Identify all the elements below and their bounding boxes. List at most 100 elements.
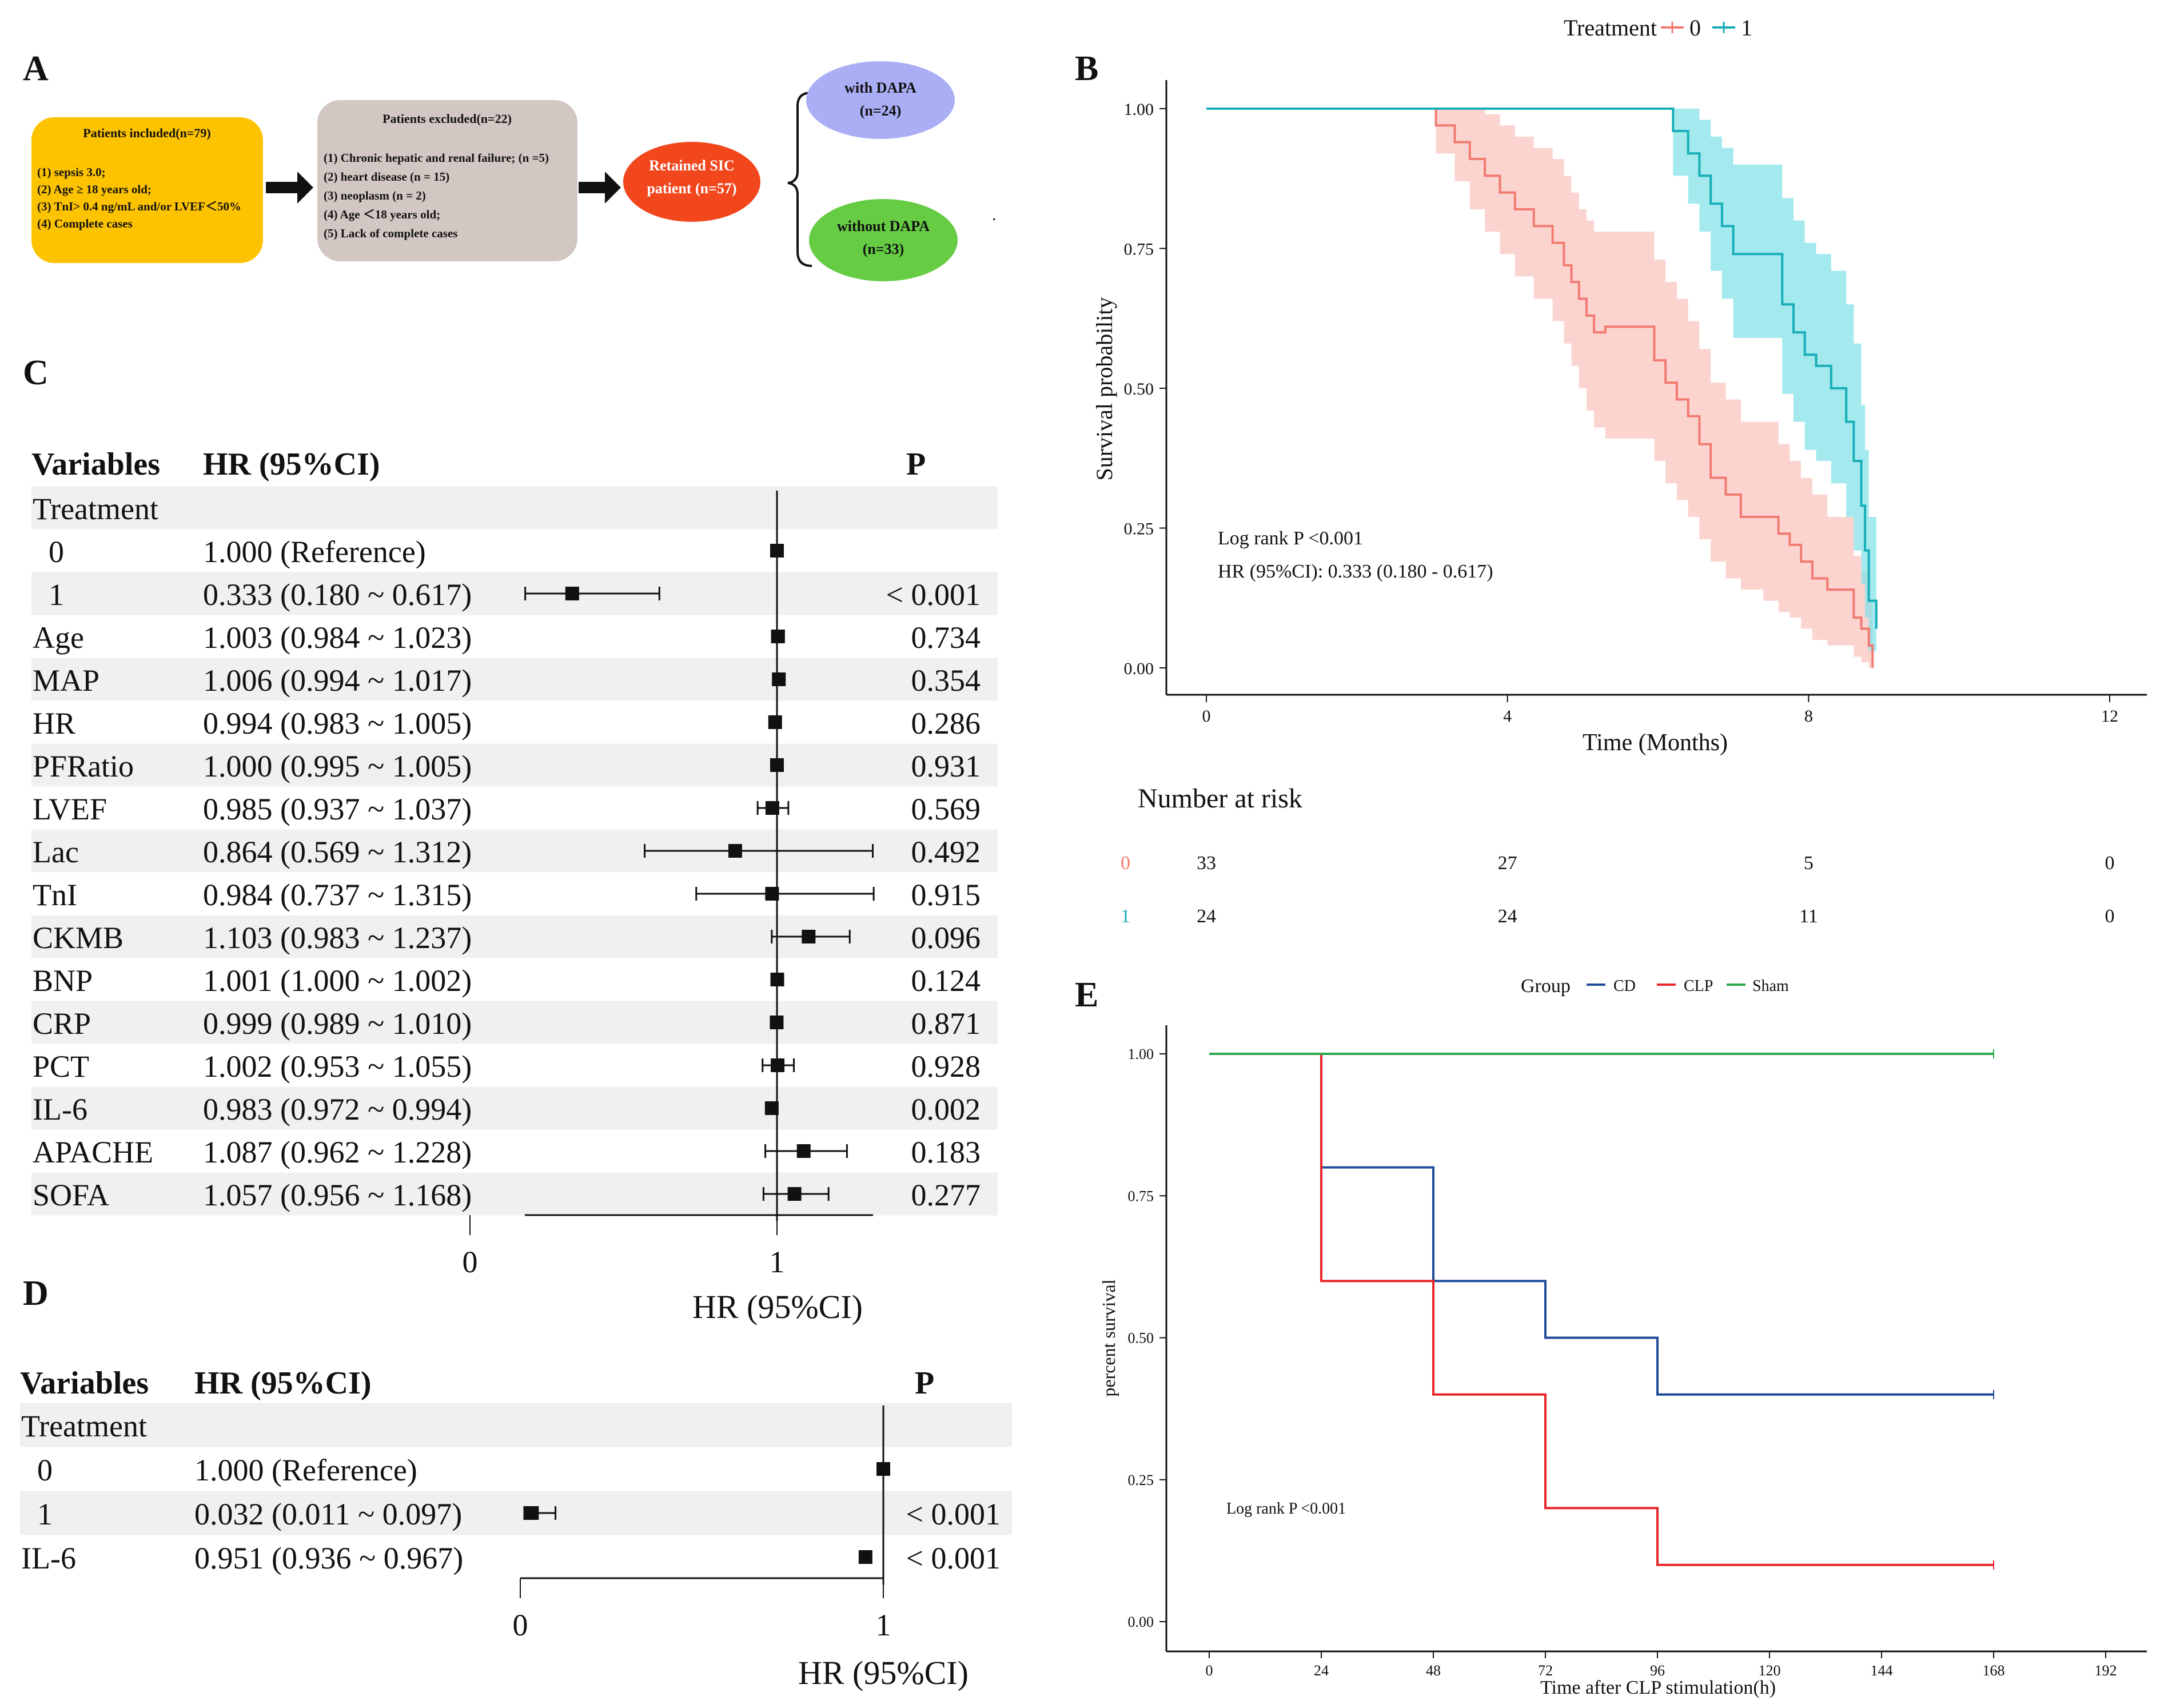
- forest-d-header-variables: Variables: [20, 1365, 149, 1401]
- retained-line-2: patient (n=57): [647, 180, 736, 197]
- km-b-line-1: [1206, 108, 1878, 629]
- km-e-ytick-label: 0.25: [1128, 1472, 1154, 1488]
- forest_c-row-hr-text: 1.000 (Reference): [203, 535, 426, 569]
- km-e-legend-title: Group: [1521, 976, 1571, 997]
- forest_d-row-label: 0: [37, 1453, 53, 1487]
- without-dapa-ellipse: [809, 199, 958, 281]
- forest_d-row-hr-text: 1.000 (Reference): [194, 1453, 417, 1487]
- km-b-xlabel: Time (Months): [1583, 730, 1728, 756]
- forest_c-row-label: CKMB: [33, 921, 123, 955]
- included-box: [31, 117, 263, 263]
- forest-d-tick-0: 0: [513, 1608, 528, 1642]
- without-dapa-line-1: without DAPA: [837, 218, 930, 234]
- risk-table-strata-1: 1: [1121, 906, 1130, 927]
- forest_c-point-estimate: [565, 587, 579, 600]
- forest_d-point-estimate: [525, 1506, 539, 1520]
- forest_c-row-hr-text: 0.984 (0.737 ~ 1.315): [203, 878, 472, 912]
- forest_c-row-hr-text: 1.087 (0.962 ~ 1.228): [203, 1135, 472, 1169]
- km-e-legend-label-sham: Sham: [1752, 977, 1789, 995]
- forest-d-tick-1: 1: [876, 1608, 891, 1642]
- km-e-xtick-label: 48: [1426, 1662, 1441, 1679]
- forest-c-rows: Treatment 0 1.000 (Reference) 1 0.333 (0.180…: [33, 492, 981, 1212]
- arrow-icon-1: [266, 172, 313, 204]
- km-e-annotation-logrank: Log rank P <0.001: [1226, 1500, 1346, 1518]
- included-line-1: (1) sepsis 3.0;: [37, 165, 106, 179]
- forest-d-rows: Treatment 0 1.000 (Reference) 1 0.032 (0.011…: [21, 1409, 1001, 1575]
- km-e-xtick-label: 192: [2095, 1662, 2117, 1679]
- km-e-xtick-label: 120: [1759, 1662, 1781, 1679]
- forest_c-point-estimate: [772, 672, 786, 686]
- risk-table-count: 11: [1799, 906, 1818, 927]
- forest_d-row-label: IL-6: [21, 1541, 76, 1575]
- km-e-ytick-label: 0.75: [1128, 1188, 1154, 1204]
- forest-c-stripes: [31, 486, 998, 1216]
- km-b-xtick-label: 12: [2101, 707, 2118, 726]
- forest_c-stripe: [31, 1086, 998, 1130]
- forest_c-row-label: HR: [33, 706, 75, 740]
- forest_c-stripe: [31, 658, 998, 701]
- forest_d-stripe: [20, 1403, 1012, 1447]
- km-e-ylabel: percent survival: [1098, 1279, 1119, 1396]
- included-line-4: (4) Complete cases: [37, 217, 133, 230]
- km-e-ytick-label: 0.00: [1128, 1614, 1154, 1630]
- forest_c-row-p: 0.183: [911, 1135, 981, 1169]
- forest-d-header-p: P: [915, 1365, 934, 1401]
- forest_c-row-hr-text: 1.006 (0.994 ~ 1.017): [203, 663, 472, 698]
- excluded-line-1: (1) Chronic hepatic and renal failure; (…: [324, 151, 549, 165]
- with-dapa-line-2: (n=24): [860, 102, 902, 119]
- forest_c-row-label: PCT: [33, 1049, 89, 1084]
- risk-table-count: 0: [2105, 853, 2115, 874]
- excluded-line-3: (3) neoplasm (n = 2): [324, 189, 426, 202]
- forest_c-row-hr-text: 0.864 (0.569 ~ 1.312): [203, 835, 472, 869]
- forest_d-point-estimate: [858, 1550, 872, 1564]
- forest_c-stripe: [31, 1172, 998, 1216]
- km-e-legend-label-cd: CD: [1613, 977, 1636, 995]
- forest_d-row-p: < 0.001: [906, 1541, 1001, 1575]
- forest-c-plot: [469, 491, 875, 1235]
- forest_c-row-hr-text: 0.999 (0.989 ~ 1.010): [203, 1006, 472, 1041]
- included-line-2: (2) Age ≥ 18 years old;: [37, 182, 152, 196]
- forest_d-row-hr-text: 0.032 (0.011 ~ 0.097): [194, 1497, 462, 1531]
- forest_c-stripe: [31, 915, 998, 958]
- forest_c-row-hr-text: 1.003 (0.984 ~ 1.023): [203, 620, 472, 655]
- km-b-ytick-label: 0.50: [1124, 380, 1154, 399]
- without-dapa-line-2: (n=33): [863, 241, 904, 257]
- forest_c-point-estimate: [787, 1187, 802, 1201]
- risk-table-count: 27: [1498, 853, 1517, 874]
- forest_c-row-label: 0: [49, 535, 64, 569]
- km-e-xtick-label: 144: [1871, 1662, 1893, 1679]
- forest_c-row-label: APACHE: [33, 1135, 153, 1169]
- km-b-xtick-label: 8: [1804, 707, 1813, 726]
- km-b-ytick-label: 0.00: [1124, 659, 1154, 678]
- forest-d-stripes: [20, 1403, 1012, 1535]
- forest_c-row-label: IL-6: [33, 1092, 87, 1126]
- forest_c-row-label: 1: [49, 578, 64, 612]
- km-b-ylabel: Survival probability: [1091, 297, 1117, 480]
- forest-c-header-variables: Variables: [31, 447, 160, 482]
- included-line-3: (3) TnI> 0.4 ng/mL and/or LVEF＜50%: [37, 200, 241, 213]
- km-b-legend-label-0: 0: [1689, 15, 1701, 41]
- km-e-legend-label-clp: CLP: [1684, 977, 1713, 995]
- included-title: Patients included(n=79): [83, 126, 210, 140]
- forest_c-row-p: 0.931: [911, 749, 981, 783]
- km-e-xtick-label: 24: [1314, 1662, 1329, 1679]
- forest_c-row-hr-text: 1.103 (0.983 ~ 1.237): [203, 921, 472, 955]
- forest-c-header-hr: HR (95%CI): [203, 447, 380, 482]
- panel-label-a: A: [23, 49, 49, 88]
- forest_c-row-label: CRP: [33, 1006, 91, 1041]
- forest_c-row-hr-text: 0.333 (0.180 ~ 0.617): [203, 578, 472, 612]
- with-dapa-line-1: with DAPA: [844, 79, 916, 96]
- risk-table-count: 5: [1804, 853, 1814, 874]
- forest_c-row-p: < 0.001: [886, 578, 981, 612]
- forest_c-row-label: MAP: [33, 663, 99, 698]
- stray-dot: .: [992, 205, 997, 224]
- excluded-line-5: (5) Lack of complete cases: [324, 226, 457, 240]
- flowchart: Patients included(n=79) (1) sepsis 3.0; …: [31, 61, 997, 281]
- risk-table-count: 33: [1197, 853, 1216, 874]
- forest_c-row-label: PFRatio: [33, 749, 134, 783]
- km-e-ytick-label: 1.00: [1128, 1046, 1154, 1062]
- km-b-axes: 0.00 0.25 0.50 0.75 1.00 0 4 8 12: [1124, 80, 2147, 726]
- forest_c-point-estimate: [771, 630, 785, 643]
- excluded-title: Patients excluded(n=22): [382, 112, 512, 126]
